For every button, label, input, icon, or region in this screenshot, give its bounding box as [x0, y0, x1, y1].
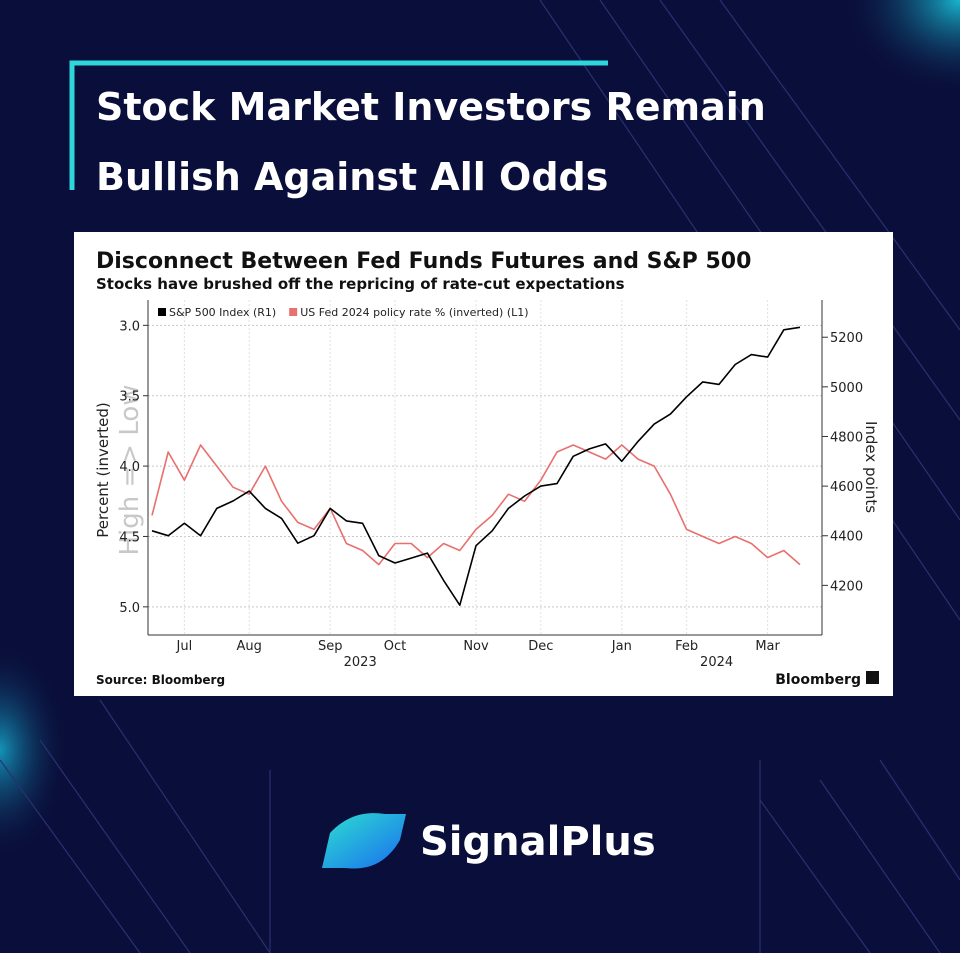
bloomberg-logo: Bloomberg	[775, 672, 861, 688]
x-tick-label: Feb	[675, 639, 698, 654]
y2-tick-label: 4600	[830, 480, 863, 495]
x-year-label: 2024	[700, 655, 733, 670]
x-tick-label: Nov	[463, 639, 489, 654]
x-tick-label: Oct	[384, 639, 406, 654]
decor-line	[39, 739, 191, 953]
y2-tick-label: 4400	[830, 530, 863, 545]
chart-title: Disconnect Between Fed Funds Futures and…	[96, 249, 751, 274]
headline: Bullish Against All Odds	[96, 155, 608, 199]
y2-tick-label: 5000	[830, 381, 863, 396]
decor-line	[759, 799, 871, 953]
series-line	[151, 444, 801, 566]
y-tick-label: 4.5	[119, 530, 140, 545]
y-tick-label: 4.0	[119, 460, 140, 475]
chart-subtitle: Stocks have brushed off the repricing of…	[96, 275, 625, 293]
y-tick-label: 3.5	[119, 390, 140, 405]
decor-line	[99, 699, 271, 953]
bloomberg-icon	[866, 671, 879, 684]
plot: High => Low 3.0 3.5 4.0 4.5 5.0 4200 4400 4600 48…	[94, 300, 880, 670]
y-axis-title: Percent (inverted)	[94, 402, 112, 538]
legend-label: US Fed 2024 policy rate % (inverted) (L1…	[300, 306, 528, 319]
legend-label: S&P 500 Index (R1)	[169, 306, 276, 319]
decor-line	[819, 779, 941, 953]
y2-tick-label: 4800	[830, 430, 863, 445]
y-tick-label: 5.0	[119, 601, 140, 616]
source: Source: Bloomberg	[96, 673, 225, 687]
headline: Stock Market Investors Remain	[96, 85, 766, 129]
y2-tick-label: 4200	[830, 579, 863, 594]
decor-line	[879, 759, 960, 881]
axis-annotation: High => Low	[115, 384, 145, 555]
x-tick-label: Mar	[755, 639, 780, 654]
legend-swatch	[158, 308, 166, 316]
legend-swatch	[289, 308, 298, 316]
x-tick-label: Sep	[318, 639, 343, 654]
y2-tick-label: 5200	[830, 331, 863, 346]
x-year-label: 2023	[344, 655, 377, 670]
brand-icon	[322, 813, 406, 869]
decor-line	[0, 759, 141, 953]
y2-axis-title: Index points	[862, 421, 880, 513]
glow	[760, 0, 960, 160]
decor-line	[719, 0, 960, 331]
x-tick-label: Dec	[528, 639, 553, 654]
y-tick-label: 3.0	[119, 319, 140, 334]
brand-name: SignalPlus	[420, 819, 656, 865]
x-tick-label: Jan	[611, 639, 632, 654]
series-line	[151, 326, 801, 606]
decor-line	[659, 0, 960, 421]
x-tick-label: Aug	[237, 639, 262, 654]
chart-card	[74, 232, 893, 696]
title-bracket	[69, 60, 608, 190]
x-tick-label: Jul	[176, 639, 193, 654]
